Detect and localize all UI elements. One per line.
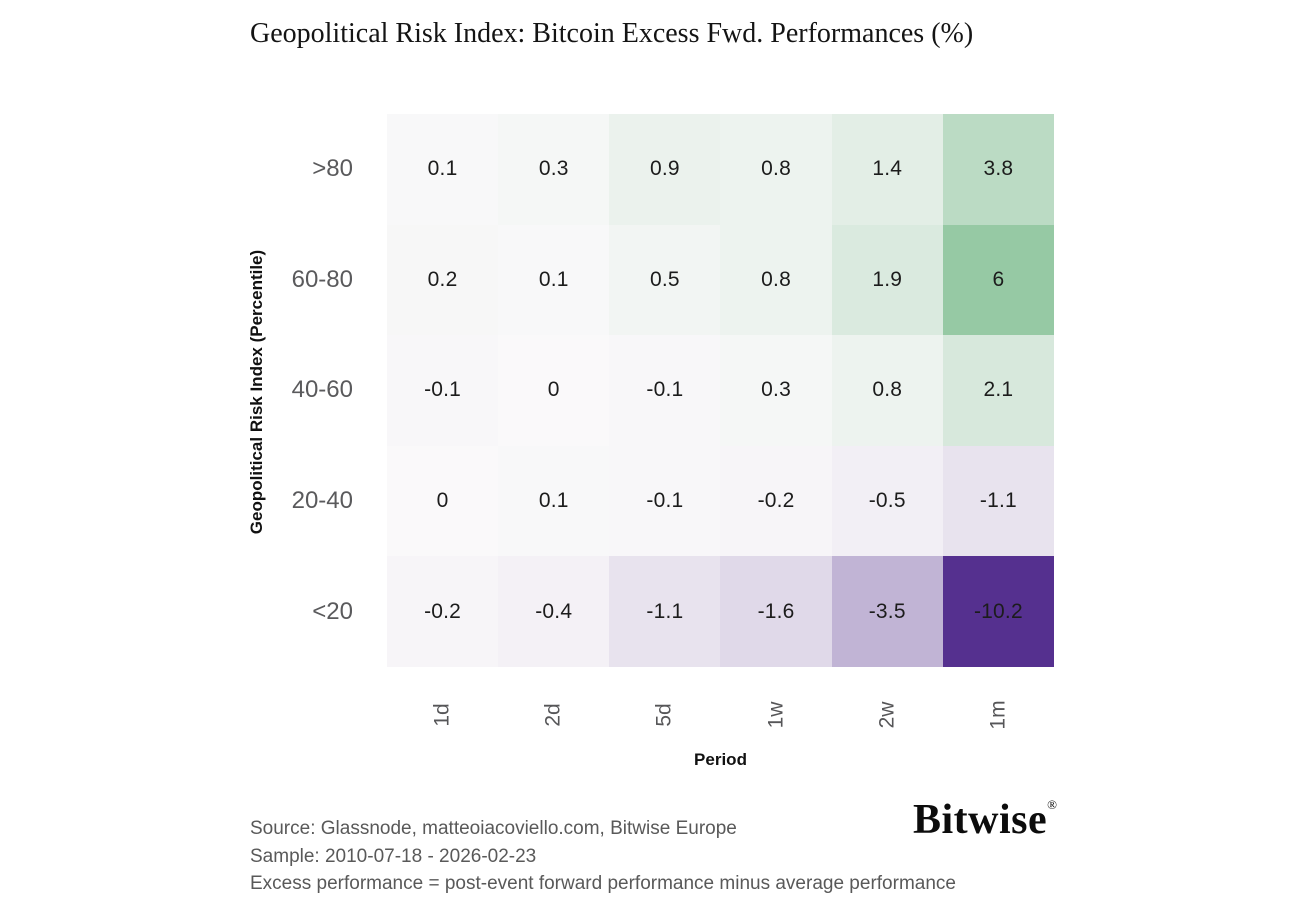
- heatmap-cell: 1.9: [831, 224, 943, 336]
- footer: Source: Glassnode, matteoiacoviello.com,…: [250, 815, 956, 898]
- heatmap-cell: -0.2: [387, 556, 499, 667]
- row-label: >80: [312, 155, 353, 183]
- y-axis-title: Geopolitical Risk Index (Percentile): [247, 249, 266, 535]
- col-label-slot: 2w: [832, 667, 943, 763]
- row-label: 40-60: [291, 376, 353, 404]
- heatmap-cell: 0: [387, 445, 499, 557]
- col-label-slot: 1d: [387, 667, 498, 763]
- row-labels: >80 60-80 40-60 20-40 <20: [0, 114, 353, 667]
- col-label-slot: 1m: [943, 667, 1054, 763]
- col-label: 1w: [764, 701, 788, 729]
- heatmap-cell: 0.1: [387, 114, 499, 225]
- col-label: 5d: [652, 703, 676, 727]
- heatmap-cell: -0.1: [609, 335, 721, 446]
- heatmap-cell: -1.6: [720, 556, 832, 667]
- heatmap-cell: -10.2: [942, 556, 1054, 667]
- heatmap-cell: -0.1: [387, 335, 499, 446]
- heatmap-cell: 0.8: [720, 114, 832, 225]
- heatmap-cell: 0.3: [498, 114, 610, 225]
- heatmap-cell: 0.5: [609, 224, 721, 336]
- col-label-slot: 1w: [721, 667, 832, 763]
- bitwise-logo: Bitwise®: [913, 796, 1058, 844]
- heatmap-cell: 2.1: [942, 335, 1054, 446]
- heatmap-cell: -0.4: [498, 556, 610, 667]
- heatmap-cell: 3.8: [942, 114, 1054, 225]
- row-label: 60-80: [291, 265, 353, 293]
- footer-source-line: Source: Glassnode, matteoiacoviello.com,…: [250, 818, 737, 839]
- heatmap-cell: 0.3: [720, 335, 832, 446]
- heatmap-cell: -1.1: [609, 556, 721, 667]
- heatmap-cell: -1.1: [942, 445, 1054, 557]
- heatmap-cell: 0.8: [720, 224, 832, 336]
- heatmap-cell: -0.5: [831, 445, 943, 557]
- heatmap-cell: 0: [498, 335, 610, 446]
- row-label: <20: [312, 597, 353, 625]
- heatmap-cell: 0.8: [831, 335, 943, 446]
- heatmap-cell: -0.2: [720, 445, 832, 557]
- heatmap-cell: 0.1: [498, 445, 610, 557]
- col-labels: 1d 2d 5d 1w 2w 1m: [387, 667, 1054, 763]
- col-label: 1m: [986, 700, 1010, 730]
- col-label-slot: 5d: [609, 667, 720, 763]
- heatmap-grid: 0.1 0.3 0.9 0.8 1.4 3.8 0.2 0.1 0.5 0.8 1.9 6 -0.1 0-…: [387, 114, 1054, 667]
- heatmap-cell: 0.1: [498, 224, 610, 336]
- heatmap-cell: 1.4: [831, 114, 943, 225]
- bitwise-logo-text: Bitwise: [913, 797, 1048, 843]
- row-label: 20-40: [291, 487, 353, 515]
- col-label: 2d: [541, 703, 565, 727]
- heatmap-cell: 0.9: [609, 114, 721, 225]
- chart-title: Geopolitical Risk Index: Bitcoin Excess …: [250, 18, 974, 49]
- col-label: 2w: [875, 701, 899, 729]
- footer-note-line: Excess performance = post-event forward …: [250, 873, 956, 894]
- col-label: 1d: [430, 703, 454, 727]
- footer-sample-line: Sample: 2010-07-18 - 2026-02-23: [250, 845, 537, 867]
- x-axis-title: Period: [694, 750, 747, 769]
- heatmap-cell: -3.5: [831, 556, 943, 667]
- col-label-slot: 2d: [498, 667, 609, 763]
- heatmap-cell: 0.2: [387, 224, 499, 336]
- heatmap-cell: 6: [942, 224, 1054, 336]
- registered-trademark-symbol: ®: [1047, 797, 1058, 812]
- heatmap-cell: -0.1: [609, 445, 721, 557]
